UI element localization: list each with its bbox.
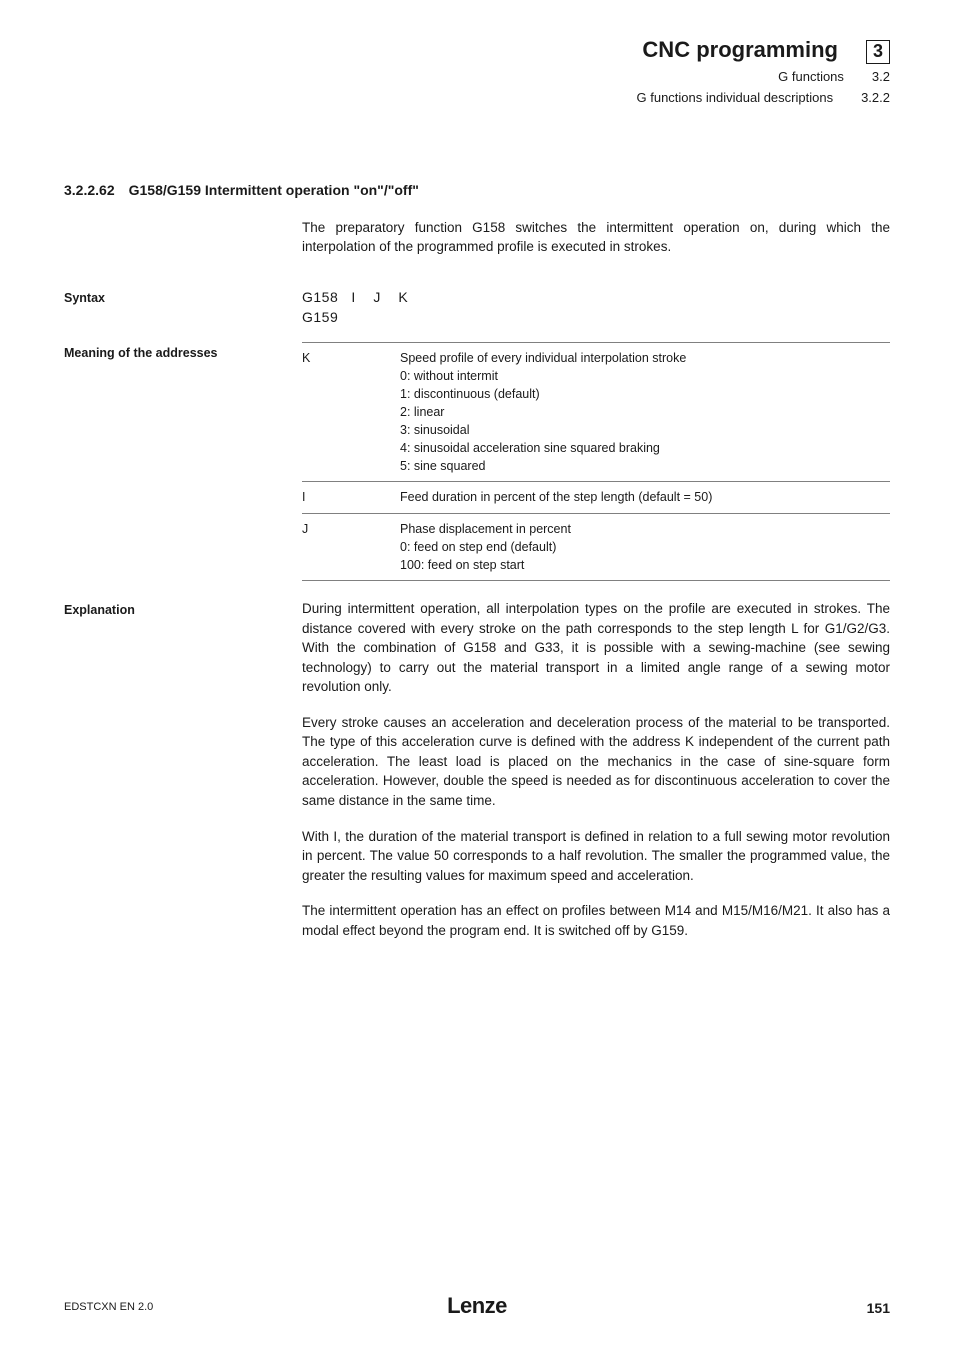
header-num-sub1: 3.2 bbox=[872, 68, 890, 87]
syntax-label: Syntax bbox=[64, 287, 302, 328]
addr-key: I bbox=[302, 482, 400, 513]
explanation-para-1: During intermittent operation, all inter… bbox=[302, 599, 890, 697]
page-header: CNC programming 3 G functions 3.2 G func… bbox=[64, 34, 890, 108]
explanation-label: Explanation bbox=[64, 599, 302, 956]
syntax-line-1: G158 I J K bbox=[302, 287, 890, 307]
header-title: CNC programming bbox=[642, 34, 838, 66]
addr-key: J bbox=[302, 513, 400, 580]
header-sub2: G functions individual descriptions bbox=[637, 89, 834, 108]
addr-desc: Speed profile of every individual interp… bbox=[400, 342, 890, 482]
header-chapter-box: 3 bbox=[866, 40, 890, 64]
header-sub1: G functions bbox=[778, 68, 844, 87]
header-text-block: CNC programming 3 G functions 3.2 G func… bbox=[637, 34, 890, 108]
intro-paragraph: The preparatory function G158 switches t… bbox=[302, 218, 890, 257]
addresses-table: K Speed profile of every individual inte… bbox=[302, 342, 890, 581]
footer-page-number: 151 bbox=[867, 1298, 890, 1318]
footer-brand: Lenze bbox=[447, 1290, 507, 1322]
addr-key: K bbox=[302, 342, 400, 482]
intro-side-empty bbox=[64, 218, 302, 273]
table-row: J Phase displacement in percent 0: feed … bbox=[302, 513, 890, 580]
syntax-line-2: G159 bbox=[302, 307, 890, 327]
section-number: 3.2.2.62 bbox=[64, 180, 115, 200]
addresses-label: Meaning of the addresses bbox=[64, 342, 302, 581]
explanation-para-3: With I, the duration of the material tra… bbox=[302, 827, 890, 886]
explanation-para-2: Every stroke causes an acceleration and … bbox=[302, 713, 890, 811]
section-title: G158/G159 Intermittent operation "on"/"o… bbox=[129, 180, 419, 200]
footer-left: EDSTCXN EN 2.0 bbox=[64, 1300, 153, 1316]
header-num-sub2: 3.2.2 bbox=[861, 89, 890, 108]
addr-desc: Feed duration in percent of the step len… bbox=[400, 482, 890, 513]
section-heading: 3.2.2.62 G158/G159 Intermittent operatio… bbox=[64, 180, 890, 200]
table-row: I Feed duration in percent of the step l… bbox=[302, 482, 890, 513]
explanation-para-4: The intermittent operation has an effect… bbox=[302, 901, 890, 940]
table-row: K Speed profile of every individual inte… bbox=[302, 342, 890, 482]
addr-desc: Phase displacement in percent 0: feed on… bbox=[400, 513, 890, 580]
